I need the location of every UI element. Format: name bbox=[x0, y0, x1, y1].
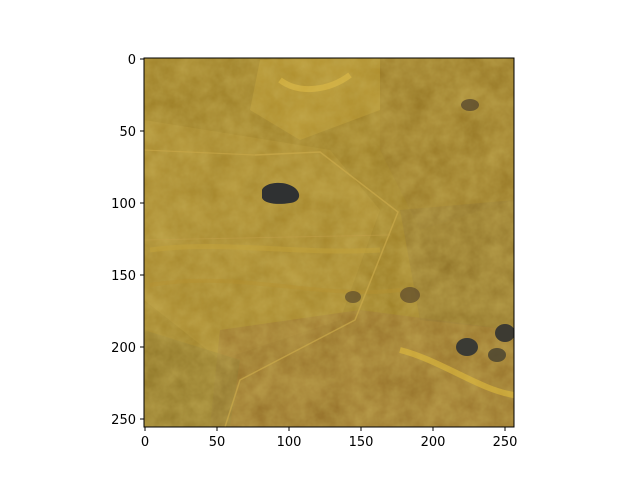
x-tick-label: 200 bbox=[421, 435, 446, 450]
dark-pond bbox=[495, 324, 514, 342]
dark-patch bbox=[461, 99, 479, 111]
dark-patch bbox=[400, 287, 420, 303]
dark-pond bbox=[456, 338, 478, 356]
x-tick-label: 100 bbox=[277, 435, 302, 450]
field-boundary bbox=[224, 151, 399, 427]
dark-pond bbox=[488, 348, 506, 362]
terrain-raster bbox=[144, 58, 514, 427]
y-tick-label: 200 bbox=[111, 341, 136, 356]
field-boundary bbox=[144, 234, 391, 241]
y-tick-label: 100 bbox=[111, 197, 136, 212]
x-tick-label: 150 bbox=[349, 435, 374, 450]
y-tick-label: 50 bbox=[119, 125, 136, 140]
terrain-streak bbox=[149, 278, 401, 295]
x-tick-label: 50 bbox=[209, 435, 226, 450]
x-tick-label: 250 bbox=[493, 435, 518, 450]
x-axis: 0 50 100 150 200 250 bbox=[141, 427, 518, 450]
terrain-streak bbox=[278, 72, 352, 93]
axes-frame bbox=[143, 57, 515, 428]
y-tick-label: 0 bbox=[128, 53, 136, 68]
y-tick-label: 150 bbox=[111, 269, 136, 284]
dark-lake bbox=[262, 182, 300, 204]
terrain-grain-fine bbox=[144, 58, 514, 427]
x-tick-label: 0 bbox=[141, 435, 149, 450]
y-axis: 0 50 100 150 200 250 bbox=[111, 53, 144, 428]
dark-patch bbox=[345, 291, 361, 303]
terrain-streak bbox=[399, 347, 514, 398]
y-tick-label: 250 bbox=[111, 413, 136, 428]
field-boundary bbox=[144, 149, 256, 156]
terrain-streak bbox=[149, 243, 381, 254]
